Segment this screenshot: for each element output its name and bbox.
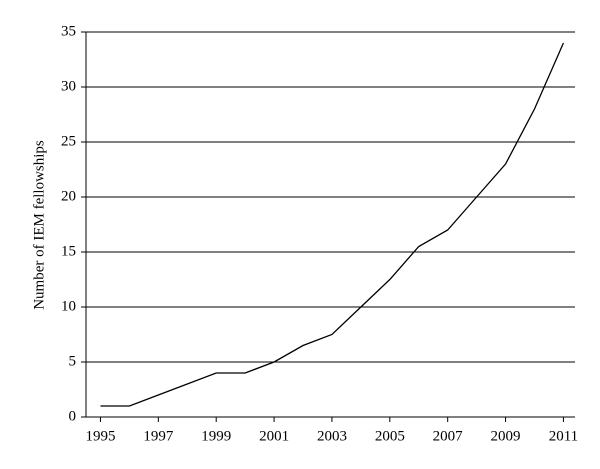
x-tick-label: 1995: [85, 428, 115, 444]
x-tick-label: 1997: [143, 428, 174, 444]
y-tick-label: 15: [61, 243, 76, 259]
y-tick-label: 35: [61, 23, 76, 39]
y-tick-label: 25: [61, 133, 76, 149]
data-line: [100, 42, 565, 407]
y-tick-label: 20: [61, 188, 76, 204]
y-tick-label: 30: [61, 78, 76, 94]
x-tick-label: 2007: [433, 428, 464, 444]
y-tick-label: 0: [69, 408, 77, 424]
y-axis-label: Number of IEM fellowships: [31, 140, 47, 310]
x-tick-label: 2005: [375, 428, 405, 444]
y-tick-label: 10: [61, 298, 76, 314]
x-tick-label: 2009: [491, 428, 521, 444]
x-tick-label: 2011: [549, 428, 578, 444]
x-tick-label: 1999: [201, 428, 231, 444]
x-tick-label: 2001: [259, 428, 289, 444]
y-tick-label: 5: [69, 353, 77, 369]
x-tick-label: 2003: [317, 428, 347, 444]
